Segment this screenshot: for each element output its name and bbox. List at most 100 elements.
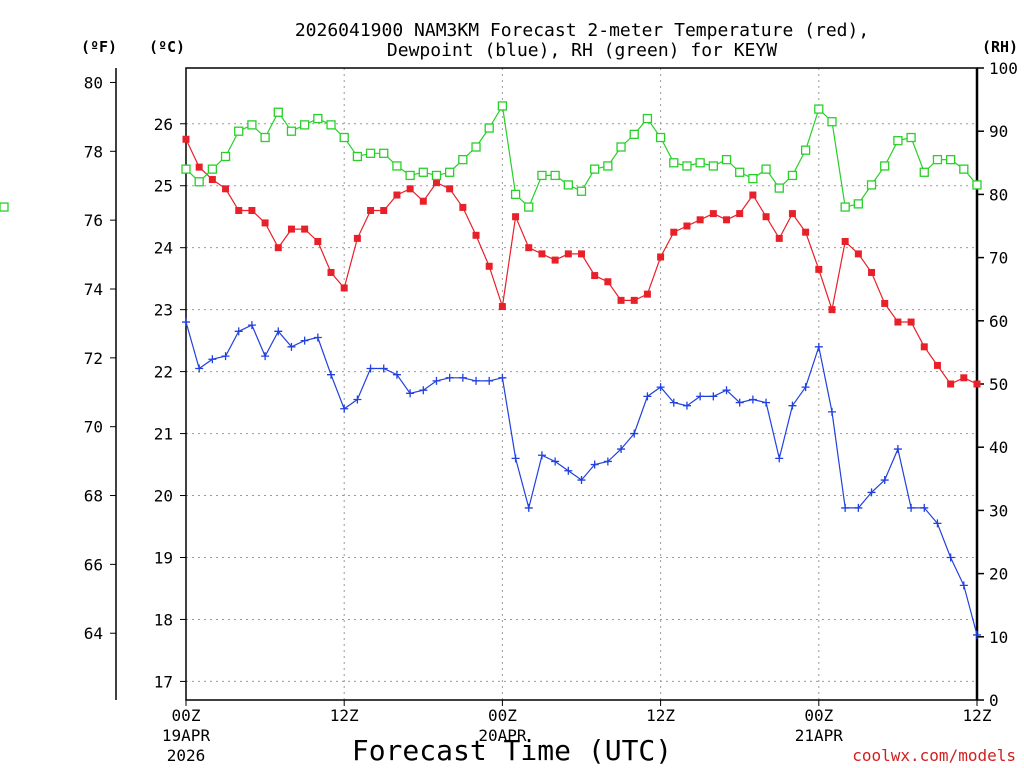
dewpoint-point <box>432 376 441 385</box>
dewpoint-point <box>630 429 639 438</box>
2-meter-temperature-point <box>670 228 678 236</box>
rh-point <box>919 167 929 177</box>
fahrenheit-unit-label: (ºF) <box>81 38 117 56</box>
2-meter-temperature-point <box>301 225 309 233</box>
rh-tick-label: 40 <box>989 438 1008 457</box>
rh-series <box>0 101 982 212</box>
rh-point <box>800 145 811 155</box>
rh-tick-label: 20 <box>989 565 1008 584</box>
rh-point <box>642 113 653 124</box>
rh-point <box>906 132 916 143</box>
dewpoint-point <box>709 392 718 401</box>
dewpoint-point <box>893 445 902 454</box>
2-meter-temperature-point <box>498 303 506 311</box>
rh-point <box>0 202 9 212</box>
dewpoint-point <box>907 503 916 512</box>
dewpoint-point <box>696 392 705 401</box>
celsius-tick-label: 25 <box>154 177 173 196</box>
date-tick-label: 21APR <box>795 726 844 745</box>
2-meter-temperature-point <box>920 343 928 351</box>
rh-point <box>273 107 283 117</box>
2-meter-temperature-point <box>854 250 862 258</box>
2-meter-temperature-point <box>868 268 876 276</box>
2-meter-temperature-series <box>182 135 981 388</box>
2-meter-temperature-point <box>828 306 836 314</box>
rh-point <box>932 154 943 165</box>
dewpoint-point <box>722 386 731 395</box>
2-meter-temperature-point <box>723 216 731 224</box>
dewpoint-series <box>182 318 981 639</box>
rh-point <box>972 180 982 190</box>
dewpoint-point <box>287 342 296 351</box>
rh-point <box>418 167 428 177</box>
2-meter-temperature-point <box>881 299 889 307</box>
2-meter-temperature-point <box>248 207 256 215</box>
rh-point <box>247 120 257 130</box>
2-meter-temperature-point <box>195 163 203 171</box>
celsius-tick-label: 23 <box>154 301 173 320</box>
celsius-tick-label: 22 <box>154 363 173 382</box>
celsius-axis: 17 18 19 20 21 22 23 24 25 26 <box>154 115 186 691</box>
2-meter-temperature-point <box>788 210 796 218</box>
fahrenheit-tick-label: 64 <box>84 624 103 643</box>
rh-unit-label: (RH) <box>982 38 1018 56</box>
dewpoint-point <box>511 454 520 463</box>
dewpoint-point <box>775 454 784 463</box>
dewpoint-point <box>682 401 691 410</box>
date-tick-label: 20APR <box>478 726 527 745</box>
2-meter-temperature-point <box>947 380 955 388</box>
dewpoint-point <box>419 386 428 395</box>
rh-tick-label: 70 <box>989 249 1008 268</box>
time-tick-label: 00Z <box>804 706 833 725</box>
fahrenheit-tick-label: 80 <box>84 73 103 92</box>
dewpoint-point <box>814 342 823 351</box>
rh-tick-label: 80 <box>989 185 1008 204</box>
x-axis-title: Forecast Time (UTC) <box>352 734 672 767</box>
rh-point <box>563 180 573 190</box>
dewpoint-point <box>498 373 507 382</box>
rh-point <box>326 120 336 130</box>
celsius-tick-label: 19 <box>154 548 173 567</box>
2-meter-temperature-point <box>287 225 295 233</box>
2-meter-temperature-point <box>933 361 941 369</box>
rh-point <box>866 180 877 190</box>
rh-point <box>603 161 613 171</box>
2-meter-temperature-point <box>973 380 981 388</box>
2-meter-temperature-point <box>841 237 849 245</box>
dewpoint-point <box>603 457 612 466</box>
rh-point <box>510 189 521 200</box>
rh-point <box>352 151 363 162</box>
rh-point <box>458 154 468 165</box>
2-meter-temperature-point <box>894 318 902 326</box>
rh-tick-label: 30 <box>989 501 1008 520</box>
dewpoint-point <box>234 327 243 336</box>
dewpoint-point <box>933 519 942 528</box>
dewpoint-point <box>406 389 415 398</box>
rh-point <box>445 167 455 177</box>
2-meter-temperature-point <box>446 185 454 193</box>
celsius-unit-label: (ºC) <box>149 38 185 56</box>
rh-point <box>431 170 442 181</box>
celsius-tick-label: 20 <box>154 487 173 506</box>
dewpoint-point <box>366 364 375 373</box>
rh-point <box>721 154 732 165</box>
celsius-tick-label: 21 <box>154 425 173 444</box>
dewpoint-point <box>880 476 889 485</box>
celsius-tick-label: 18 <box>154 610 173 629</box>
dewpoint-point <box>182 318 190 327</box>
rh-point <box>945 154 956 165</box>
2-meter-temperature-point <box>393 191 401 199</box>
fahrenheit-tick-label: 70 <box>84 418 103 437</box>
dewpoint-point <box>801 383 810 392</box>
2-meter-temperature-point <box>696 216 704 224</box>
rh-point <box>787 170 798 181</box>
rh-axis: 0 10 20 30 40 50 60 70 80 90 100 <box>977 59 1018 710</box>
2-meter-temperature-point <box>604 278 612 286</box>
dewpoint-point <box>458 373 467 382</box>
2-meter-temperature-point <box>815 265 823 273</box>
2-meter-temperature-point <box>564 250 572 258</box>
rh-point <box>365 148 376 158</box>
rh-point <box>590 164 600 174</box>
